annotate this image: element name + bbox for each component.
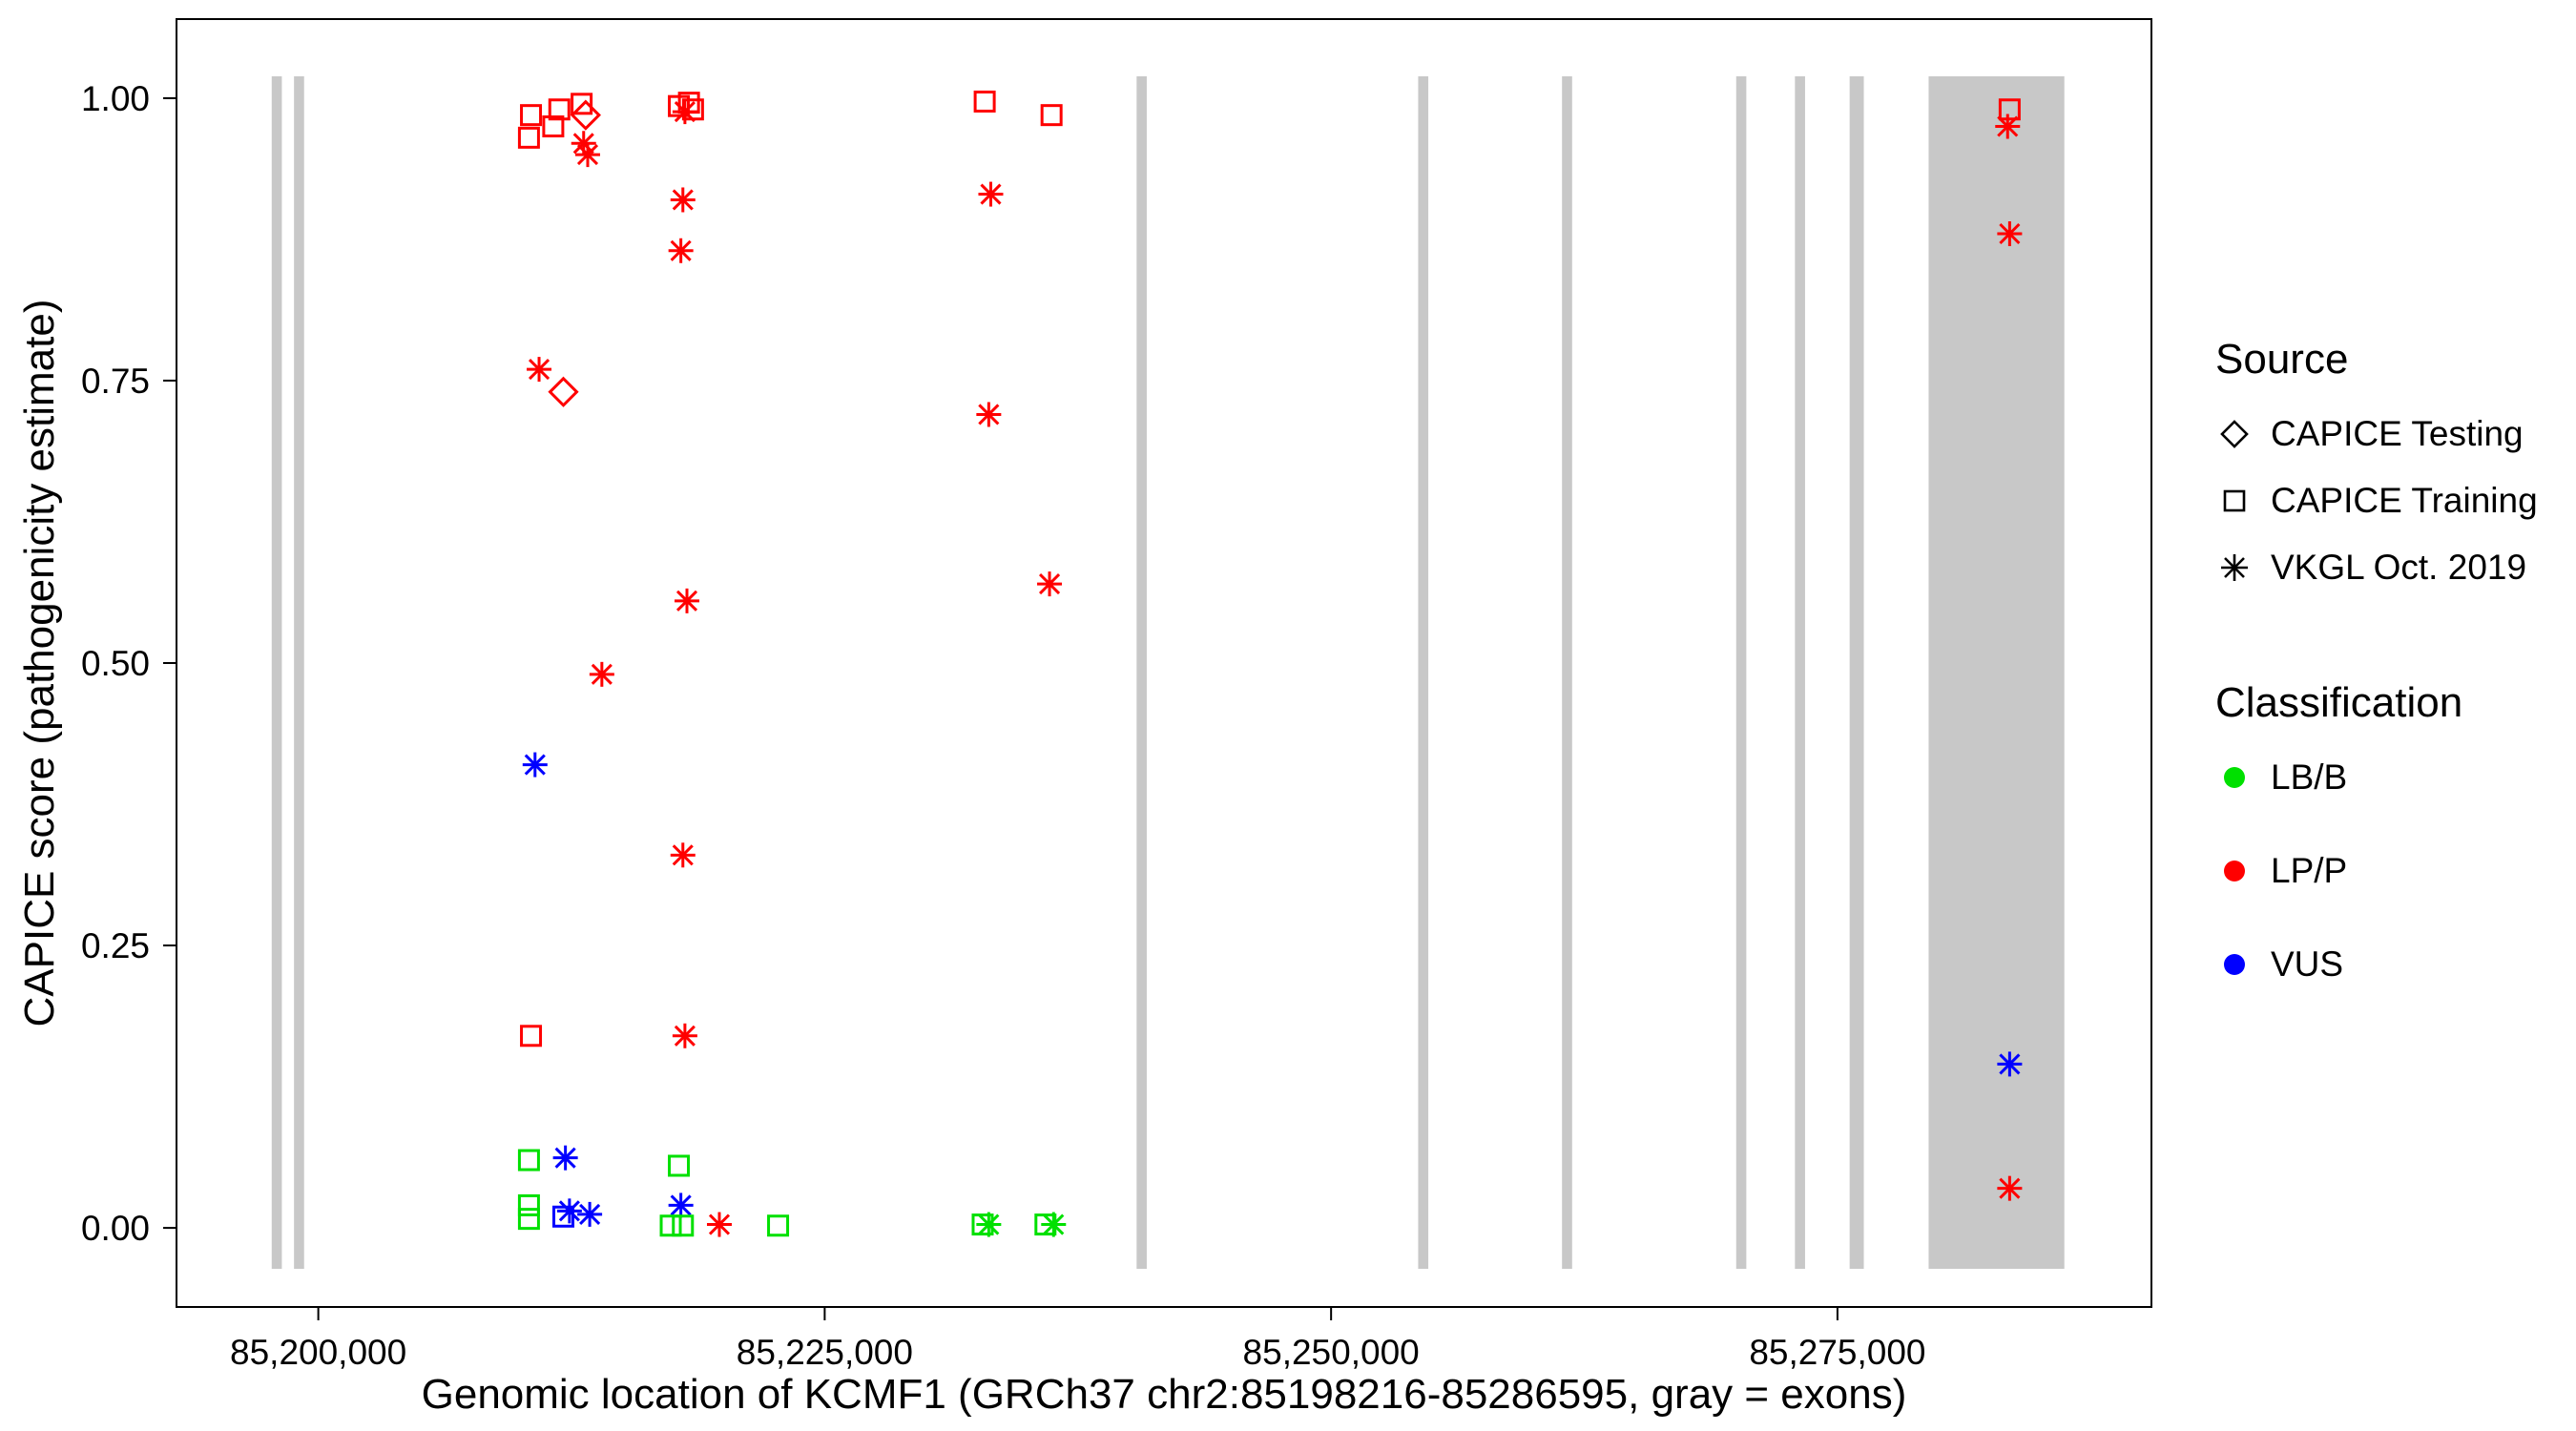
data-point-square [517,1149,540,1172]
data-point-square [659,1214,682,1237]
legend-item-label: VKGL Oct. 2019 [2271,548,2527,587]
vus-dot-icon [2224,954,2245,975]
data-point-square [517,1208,540,1231]
legend-item-vkgl: VKGL Oct. 2019 [2215,548,2570,588]
data-point-asterisk [668,238,694,263]
data-point-asterisk [1037,571,1063,597]
x-tick-label: 85,200,000 [230,1333,406,1372]
x-tick-label: 85,225,000 [737,1333,913,1372]
x-tick-label: 85,275,000 [1749,1333,1925,1372]
y-axis-title: CAPICE score (pathogenicity estimate) [16,299,63,1027]
y-tick-label: 0.25 [81,926,150,965]
legend-item-lpp: LP/P [2215,851,2570,891]
data-point-asterisk [1997,1051,2023,1077]
data-point-square [517,126,540,149]
data-point-square [542,115,565,137]
data-point-asterisk [1995,114,2021,139]
data-point-asterisk [556,1198,582,1224]
y-tick-label: 0.75 [81,362,150,401]
data-point-asterisk [527,357,552,383]
legend-item-label: VUS [2271,944,2344,984]
data-point-asterisk [552,1145,578,1171]
y-tick-label: 1.00 [81,79,150,118]
data-point-asterisk [1997,1175,2023,1201]
data-point-square [548,98,571,121]
legend-classification-title: Classification [2215,679,2463,726]
square-icon [2223,489,2246,512]
data-point-square [571,93,593,115]
exon-band [1849,76,1864,1269]
data-point-square [668,1154,691,1177]
data-point-asterisk [589,661,614,687]
exon-band [1418,76,1429,1269]
lbb-dot-icon [2224,767,2245,788]
exon-band [294,76,304,1269]
exon-band [1562,76,1572,1269]
data-point-square [520,1025,543,1047]
data-point-asterisk [668,1192,694,1218]
legend: Source CAPICE Testing CAPICE Training [2215,336,2570,1038]
legend-item-label: CAPICE Testing [2271,414,2524,453]
data-point-square [520,104,543,127]
exon-band [271,76,282,1269]
y-tick-label: 0.50 [81,644,150,683]
legend-item-capice-training: CAPICE Training [2215,481,2570,521]
data-point-square [552,1205,575,1228]
data-point-asterisk [976,1212,1002,1237]
legend-source-group: Source CAPICE Testing CAPICE Training [2215,336,2570,588]
data-point-asterisk [1041,1212,1067,1237]
legend-item-capice-testing: CAPICE Testing [2215,414,2570,454]
legend-item-lbb: LB/B [2215,757,2570,798]
data-point-asterisk [706,1212,732,1237]
data-point-diamond [570,99,601,131]
data-point-asterisk [675,588,700,613]
data-point-asterisk [670,187,696,213]
data-point-square [672,1214,695,1237]
data-point-square [1998,98,2021,121]
panel-background [177,19,2151,1307]
data-point-asterisk [1997,221,2023,246]
legend-item-label: LB/B [2271,757,2348,797]
exon-band [1928,76,2065,1269]
data-point-asterisk [574,142,600,168]
asterisk-icon [2221,554,2248,581]
data-point-asterisk [672,99,697,125]
legend-item-label: LP/P [2271,851,2348,890]
lpp-dot-icon [2224,861,2245,881]
data-point-diamond [548,376,579,407]
legend-classification-group: Classification LB/B LP/P VUS [2215,679,2570,985]
x-axis-title: Genomic location of KCMF1 (GRCh37 chr2:8… [421,1371,1907,1418]
data-point-asterisk [522,752,548,778]
data-point-square [767,1214,790,1237]
x-tick-label: 85,250,000 [1243,1333,1420,1372]
exon-band [1735,76,1747,1269]
data-point-square [1040,104,1063,127]
legend-item-vus: VUS [2215,944,2570,985]
data-point-asterisk [670,842,696,868]
data-point-square [517,1193,540,1216]
data-point-asterisk [672,1023,697,1048]
diamond-icon [2220,420,2249,448]
data-point-asterisk [577,1201,603,1227]
legend-item-label: CAPICE Training [2271,481,2538,520]
legend-source-title: Source [2215,336,2349,383]
data-point-square [973,90,996,113]
y-tick-label: 0.00 [81,1209,150,1248]
exon-band [1795,76,1805,1269]
data-point-asterisk [976,402,1002,427]
exon-band [1136,76,1147,1269]
data-point-asterisk [978,181,1004,207]
